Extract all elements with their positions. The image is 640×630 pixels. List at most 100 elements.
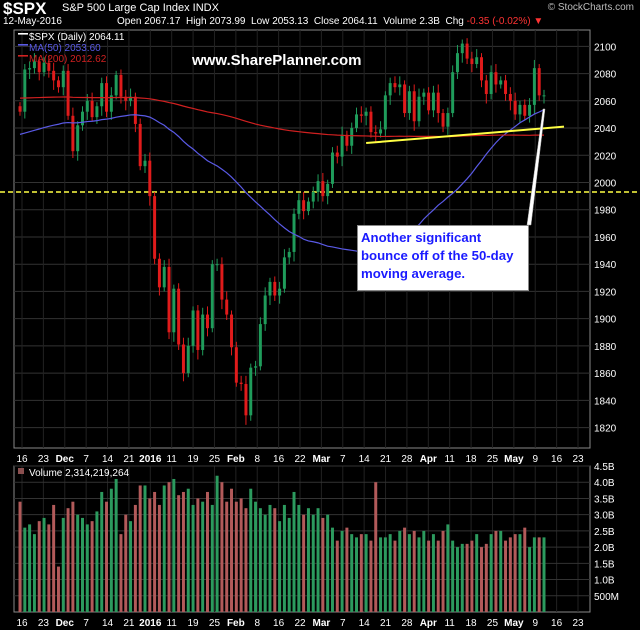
candle-body — [191, 310, 195, 346]
price-x-tick-label: Dec — [56, 454, 75, 465]
candle-body — [148, 160, 152, 197]
candle-body — [114, 74, 118, 96]
volume-bar — [90, 521, 94, 612]
price-x-tick-label: 28 — [401, 454, 413, 465]
volume-bar — [508, 537, 512, 612]
candle-body — [364, 111, 368, 116]
candle-body — [326, 183, 330, 197]
candle-body — [109, 95, 113, 112]
volume-label: Volume — [383, 16, 417, 27]
volume-bar — [18, 501, 22, 612]
volume-x-tick-label: 16 — [16, 618, 28, 629]
volume-x-tick-label: Mar — [312, 618, 330, 629]
price-x-tick-label: 14 — [359, 454, 371, 465]
volume-bar — [119, 534, 123, 612]
volume-bar — [355, 537, 359, 612]
volume-bar — [37, 521, 41, 612]
annotation-box: Another significant bounce off of the 50… — [357, 225, 529, 291]
volume-bar — [306, 508, 310, 612]
open-label: Open — [117, 16, 142, 27]
candle-body — [475, 57, 479, 65]
candle-body — [71, 115, 75, 152]
candle-body — [480, 57, 483, 81]
volume-bar — [263, 514, 267, 612]
price-x-tick-label: 23 — [572, 454, 584, 465]
volume-bar — [480, 547, 483, 612]
candle-body — [172, 288, 176, 333]
candle-body — [244, 384, 248, 416]
volume-bar — [268, 504, 272, 612]
candle-body — [528, 104, 532, 116]
candle-body — [460, 43, 464, 54]
price-x-tick-label: 16 — [16, 454, 28, 465]
volume-x-tick-label: 23 — [572, 618, 584, 629]
price-x-tick-label: 23 — [38, 454, 50, 465]
volume-bar — [76, 514, 80, 612]
volume-tick-label: 3.0B — [594, 511, 615, 522]
volume-bar — [484, 543, 488, 612]
candle-body — [355, 114, 359, 129]
candle-body — [225, 299, 229, 315]
candle-body — [306, 201, 310, 212]
volume-bar — [254, 501, 258, 612]
candle-body — [85, 100, 89, 112]
price-tick-label: 1920 — [594, 287, 617, 298]
candle-body — [230, 314, 234, 348]
candle-body — [52, 70, 56, 81]
volume-x-tick-label: 23 — [38, 618, 50, 629]
volume-bar — [177, 495, 181, 612]
price-x-tick-label: Apr — [420, 454, 437, 465]
volume-bar — [172, 478, 176, 612]
candle-body — [119, 74, 123, 97]
candle-body — [379, 129, 383, 134]
volume-tick-label: 1.0B — [594, 576, 615, 587]
volume-bar — [311, 514, 315, 612]
volume-bar — [422, 530, 426, 612]
close-label: Close — [313, 16, 340, 27]
candle-body — [138, 123, 142, 167]
brand-credit: © StockCharts.com — [547, 2, 634, 13]
price-legend-entry: $SPX (Daily) 2064.11 — [29, 32, 125, 43]
price-tick-label: 1820 — [594, 424, 617, 435]
volume-x-tick-label: 19 — [188, 618, 200, 629]
volume-bar — [542, 537, 546, 612]
volume-bar — [523, 527, 527, 612]
volume-bar — [273, 508, 277, 612]
price-tick-label: 2080 — [594, 70, 617, 81]
volume-bar — [52, 504, 56, 612]
candle-body — [273, 281, 277, 296]
candle-body — [302, 200, 306, 212]
volume-bar — [181, 491, 185, 612]
volume-bar — [532, 537, 536, 612]
candle-body — [249, 367, 253, 416]
volume-x-tick-label: 7 — [83, 618, 89, 629]
volume-bar — [124, 514, 128, 612]
volume-bar — [32, 534, 36, 612]
volume-bar — [47, 524, 51, 612]
candle-body — [205, 314, 209, 329]
volume-bar — [292, 491, 296, 612]
price-legend-entry: MA(50) 2053.60 — [29, 43, 101, 54]
candle-body — [18, 106, 22, 112]
volume-legend-label: Volume 2,314,219,264 — [29, 468, 130, 479]
volume-bar — [42, 517, 46, 612]
volume-x-tick-label: 11 — [444, 618, 455, 629]
volume-bar — [133, 504, 137, 612]
volume-legend-swatch — [18, 468, 24, 474]
candle-body — [403, 84, 407, 114]
candle-body — [196, 310, 200, 350]
candle-body — [297, 200, 301, 214]
volume-bar — [441, 530, 445, 612]
volume-bar — [359, 534, 363, 612]
candle-body — [167, 266, 171, 333]
volume-bar — [167, 482, 171, 612]
candle-body — [95, 106, 99, 118]
volume-x-tick-label: 18 — [466, 618, 478, 629]
volume-bar — [470, 540, 474, 612]
price-tick-label: 2040 — [594, 124, 617, 135]
volume-bar — [412, 530, 416, 612]
volume-tick-label: 2.5B — [594, 527, 615, 538]
volume-bar — [191, 504, 195, 612]
candle-body — [340, 134, 344, 157]
